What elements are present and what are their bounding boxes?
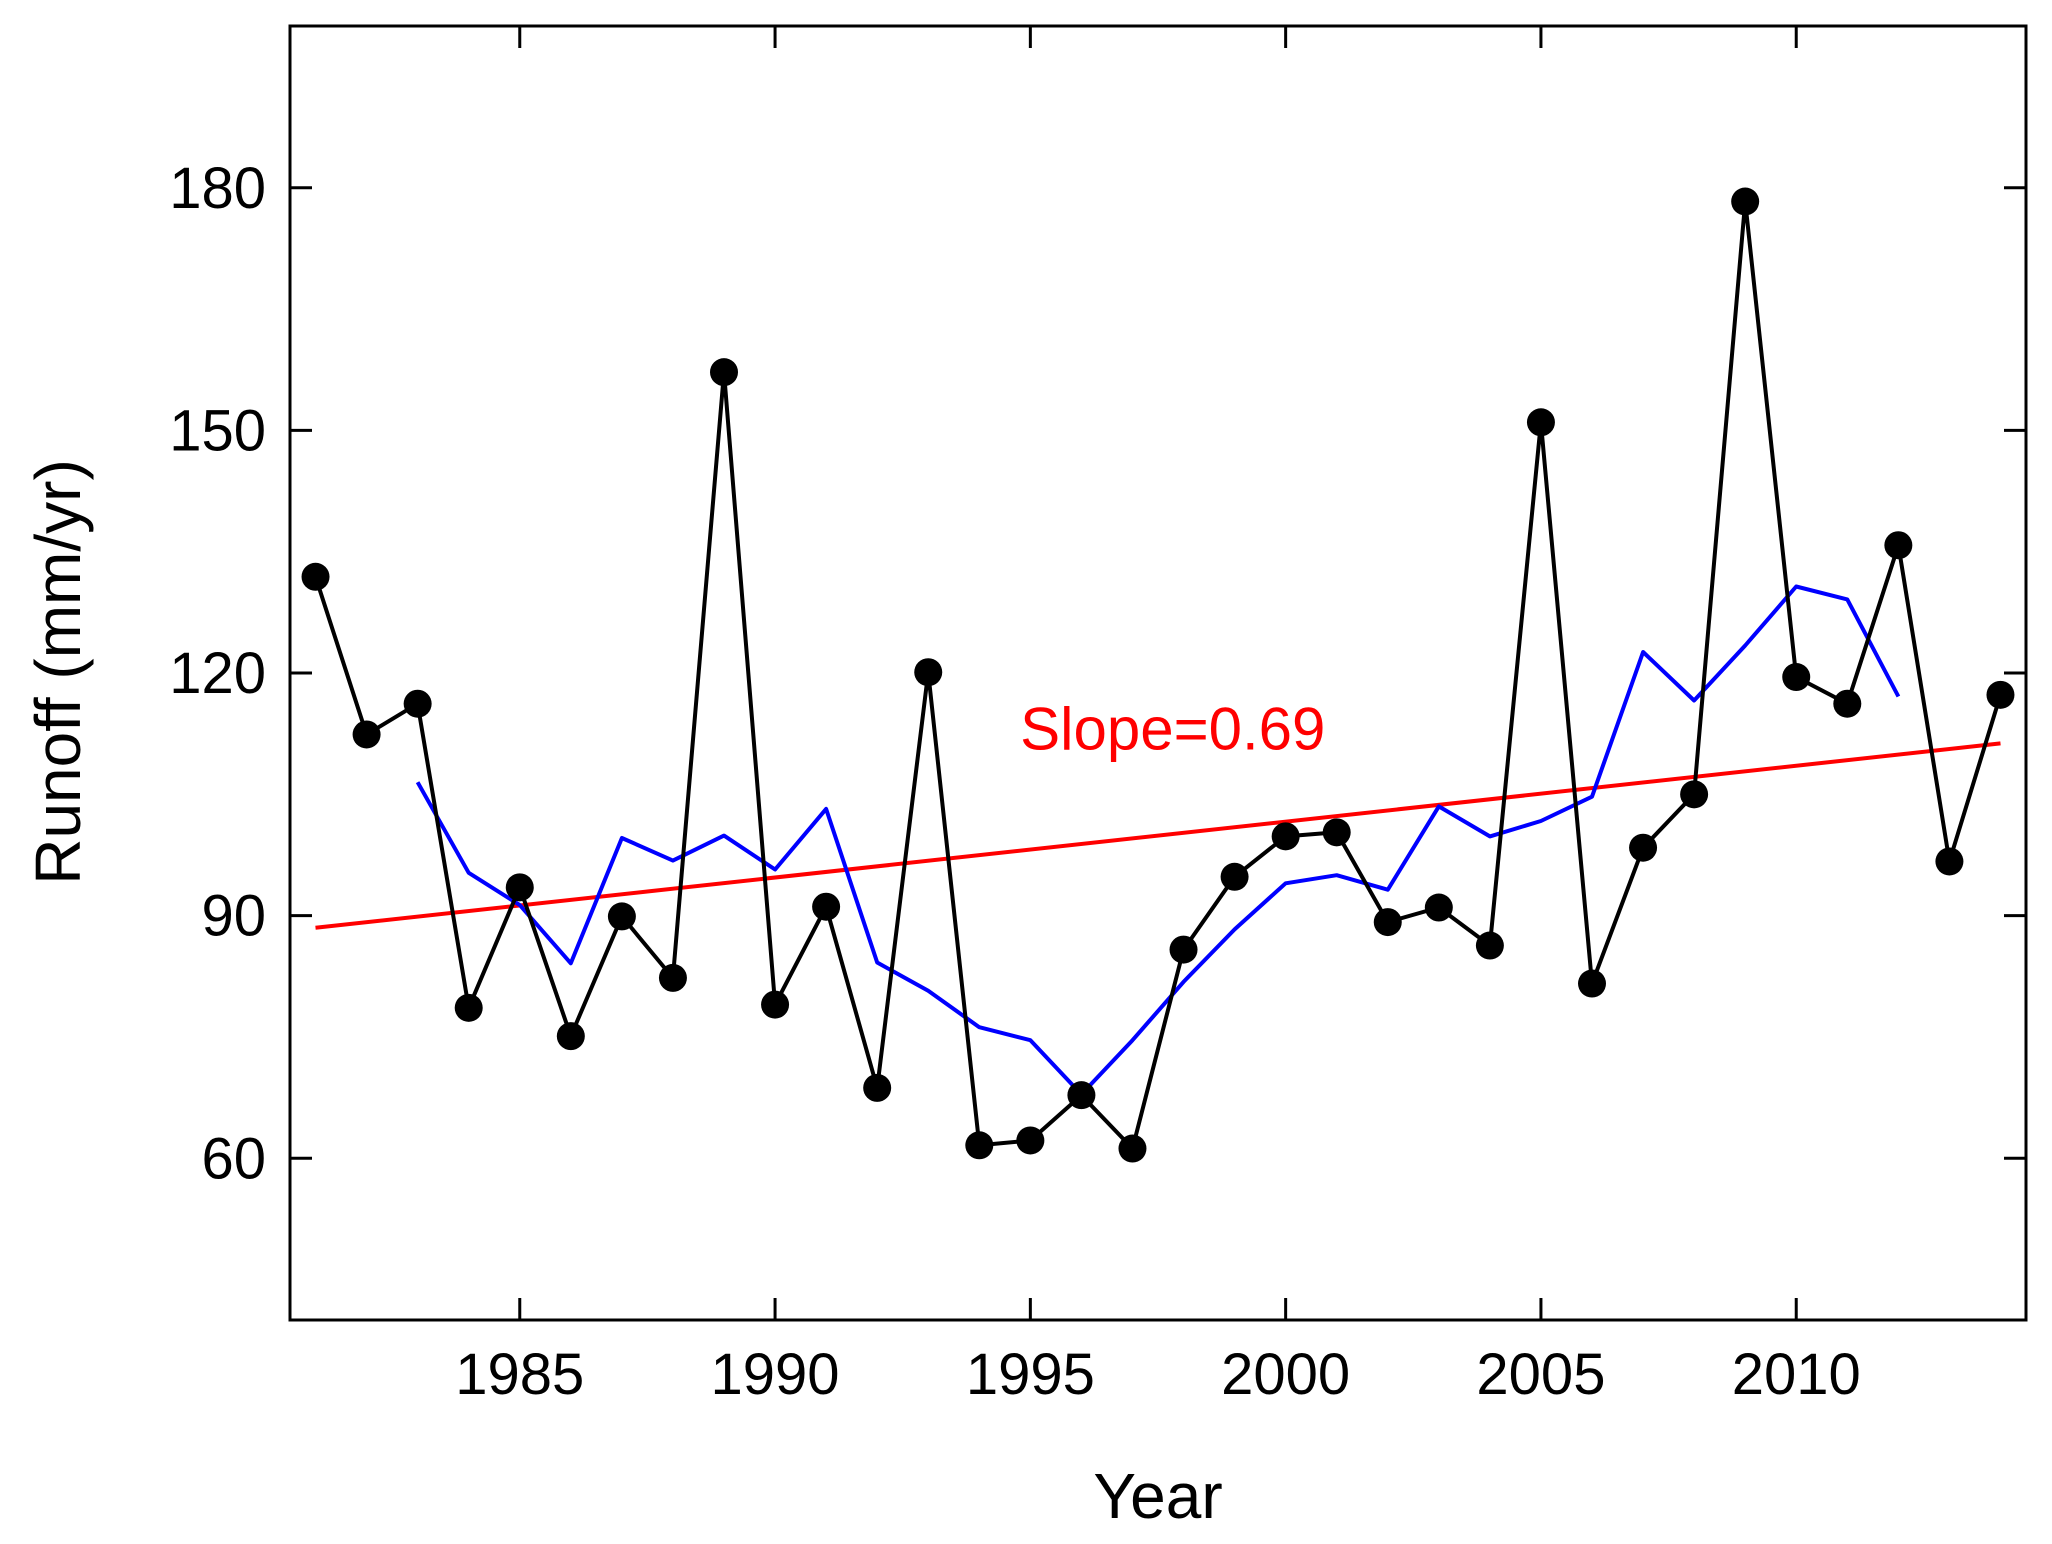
annotation-layer: Slope=0.69	[1020, 696, 1325, 763]
annual-runoff-point-2003	[1424, 893, 1453, 922]
annual-runoff-point-2005	[1526, 408, 1555, 437]
annual-runoff-point-2011	[1833, 689, 1862, 718]
annual-runoff-point-2013	[1935, 847, 1964, 876]
annual-runoff-point-2006	[1578, 969, 1606, 998]
annual-runoff-point-2008	[1680, 780, 1709, 809]
annual-runoff-point-1996	[1067, 1081, 1096, 1110]
annual-runoff-point-2004	[1475, 931, 1504, 960]
annual-runoff-point-2000	[1271, 822, 1300, 851]
annual-runoff-point-2012	[1884, 531, 1913, 560]
annual-runoff-point-1995	[1016, 1126, 1045, 1155]
plot-frame	[288, 24, 2028, 1322]
annual-runoff-point-2009	[1731, 187, 1760, 216]
annual-runoff-point-2002	[1373, 908, 1402, 937]
y-tick-label-60: 60	[201, 1126, 266, 1191]
x-tick-label-2005: 2005	[1476, 1342, 1605, 1407]
x-tick-label-1990: 1990	[711, 1342, 840, 1407]
annual-runoff-point-1997	[1118, 1134, 1147, 1163]
annual-runoff-point-1991	[812, 892, 841, 921]
y-tick-label-90: 90	[201, 884, 266, 949]
annual-runoff-point-1987	[607, 902, 636, 931]
annual-runoff-point-1985	[505, 873, 534, 902]
annual-runoff-point-1990	[761, 990, 790, 1019]
annual-runoff-point-2001	[1322, 818, 1351, 847]
annual-runoff-point-2014	[1986, 680, 2015, 709]
annual-runoff-point-1986	[556, 1022, 585, 1051]
annual-runoff-point-2007	[1629, 833, 1658, 862]
linear-trend-line	[315, 741, 2001, 930]
y-tick-label-120: 120	[169, 641, 266, 706]
y-tick-label-150: 150	[169, 398, 266, 463]
annual-runoff-line	[313, 199, 2003, 1151]
annual-runoff-point-1989	[710, 358, 738, 387]
x-axis-title: Year	[1093, 1460, 1222, 1532]
x-tick-label-2000: 2000	[1221, 1342, 1350, 1407]
x-tick-label-1995: 1995	[966, 1342, 1095, 1407]
annual-runoff-point-1994	[965, 1131, 994, 1160]
annual-runoff-point-1993	[914, 658, 943, 687]
annual-runoff-point-1992	[863, 1073, 892, 1102]
moving-average-line	[415, 584, 1901, 1097]
annual-runoff-point-1984	[454, 993, 483, 1022]
slope-annotation: Slope=0.69	[1020, 696, 1325, 763]
x-axis-ticks: 1985 1990 1995 2000 2005 2010	[455, 26, 1861, 1407]
annual-runoff-point-1998	[1169, 935, 1198, 964]
annual-runoff-point-1983	[403, 689, 432, 718]
y-axis-title: Runoff (mm/yr)	[22, 459, 94, 885]
x-tick-label-1985: 1985	[455, 1342, 584, 1407]
annual-runoff-point-1982	[352, 720, 381, 749]
annual-runoff-point-1981	[301, 562, 330, 591]
annual-runoff-point-1999	[1220, 862, 1249, 891]
x-tick-label-2010: 2010	[1732, 1342, 1861, 1407]
series-layer	[301, 187, 2015, 1163]
y-tick-label-180: 180	[169, 156, 266, 221]
annual-runoff-point-1988	[658, 963, 687, 992]
y-axis-ticks: 60 90 120 150 180	[169, 156, 2026, 1191]
annual-runoff-point-2010	[1782, 663, 1811, 692]
